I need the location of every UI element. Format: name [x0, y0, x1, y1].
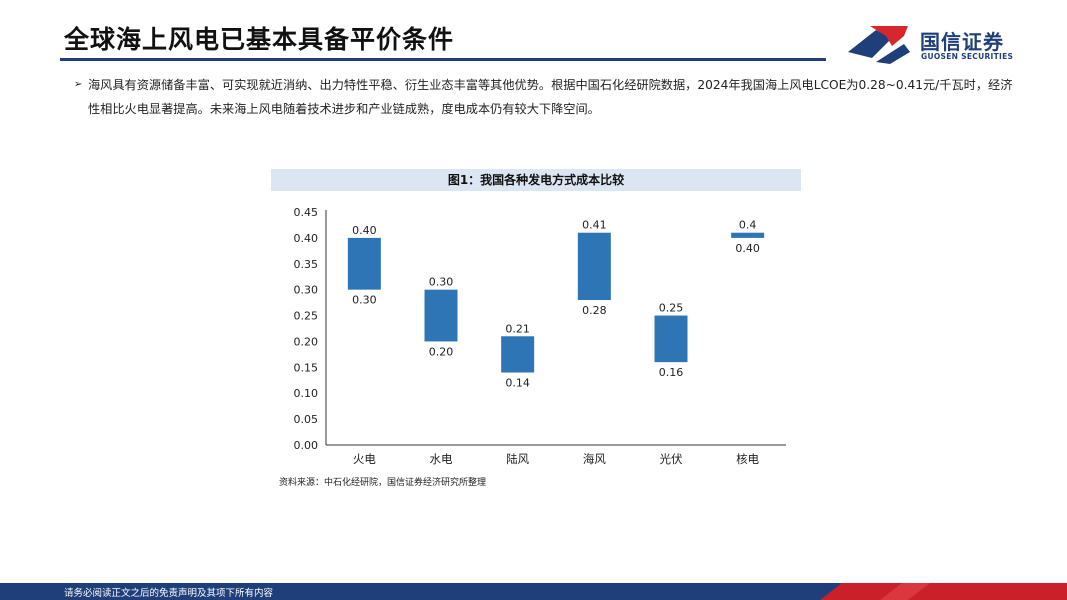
y-tick-label: 0.20 [294, 335, 319, 348]
bar-low-label: 0.16 [659, 366, 684, 379]
y-tick-label: 0.45 [294, 206, 319, 219]
y-tick-label: 0.35 [294, 258, 319, 271]
bar-high-label: 0.40 [352, 224, 377, 237]
x-tick-label: 光伏 [660, 452, 683, 466]
footer-bar: 请务必阅读正文之后的免责声明及其项下所有内容 [0, 583, 1067, 600]
x-tick-label: 海风 [583, 452, 606, 466]
y-tick-label: 0.15 [294, 361, 319, 374]
y-tick-label: 0.25 [294, 310, 319, 323]
bullet-text: 海风具有资源储备丰富、可实现就近消纳、出力特性平稳、衍生业态丰富等其他优势。根据… [88, 78, 1013, 116]
bar-high-label: 0.21 [505, 322, 529, 335]
bar-2 [501, 336, 535, 373]
footer-accent-icon [820, 583, 1067, 600]
bar-low-label: 0.14 [505, 377, 529, 390]
bar-3 [577, 232, 611, 301]
bar-high-label: 0.4 [739, 219, 757, 232]
x-tick-label: 核电 [736, 452, 759, 466]
bar-low-label: 0.20 [429, 345, 454, 358]
x-tick-label: 水电 [430, 452, 453, 466]
page-title: 全球海上风电已基本具备平价条件 [64, 25, 455, 54]
logo-name-cn: 国信证券 [920, 30, 1004, 54]
bar-0 [347, 237, 381, 290]
y-tick-label: 0.10 [294, 387, 319, 400]
bar-high-label: 0.25 [659, 302, 684, 315]
logo-name-en: GUOSEN SECURITIES [921, 52, 1014, 61]
y-tick-label: 0.30 [294, 284, 319, 297]
bar-low-label: 0.40 [735, 242, 760, 255]
footer-disclaimer: 请务必阅读正文之后的免责声明及其项下所有内容 [64, 588, 274, 599]
bar-low-label: 0.30 [352, 294, 377, 307]
cost-comparison-chart: 0.00 0.05 0.10 0.15 0.20 0.25 0.30 0.35 0.40 0.45… [294, 206, 786, 466]
x-tick-label: 火电 [353, 452, 376, 466]
bar-1 [424, 289, 458, 342]
source-note: 资料来源：中石化经研院，国信证券经济研究所整理 [279, 478, 487, 488]
x-tick-label: 陆风 [506, 452, 529, 466]
guosen-logo-icon [848, 26, 910, 64]
bullet-arrow-icon: ➢ [74, 79, 83, 90]
y-tick-label: 0.05 [294, 413, 319, 426]
bar-high-label: 0.41 [582, 219, 607, 232]
bar-4 [654, 315, 688, 363]
bar-high-label: 0.30 [429, 276, 454, 289]
title-underline [60, 58, 826, 61]
bullet-paragraph: ➢ 海风具有资源储备丰富、可实现就近消纳、出力特性平稳、衍生业态丰富等其他优势。… [74, 73, 1014, 121]
bar-5 [731, 232, 765, 238]
y-tick-label: 0.40 [294, 232, 319, 245]
chart-title: 图1：我国各种发电方式成本比较 [271, 169, 801, 191]
y-tick-label: 0.00 [294, 439, 319, 452]
bar-low-label: 0.28 [582, 304, 607, 317]
